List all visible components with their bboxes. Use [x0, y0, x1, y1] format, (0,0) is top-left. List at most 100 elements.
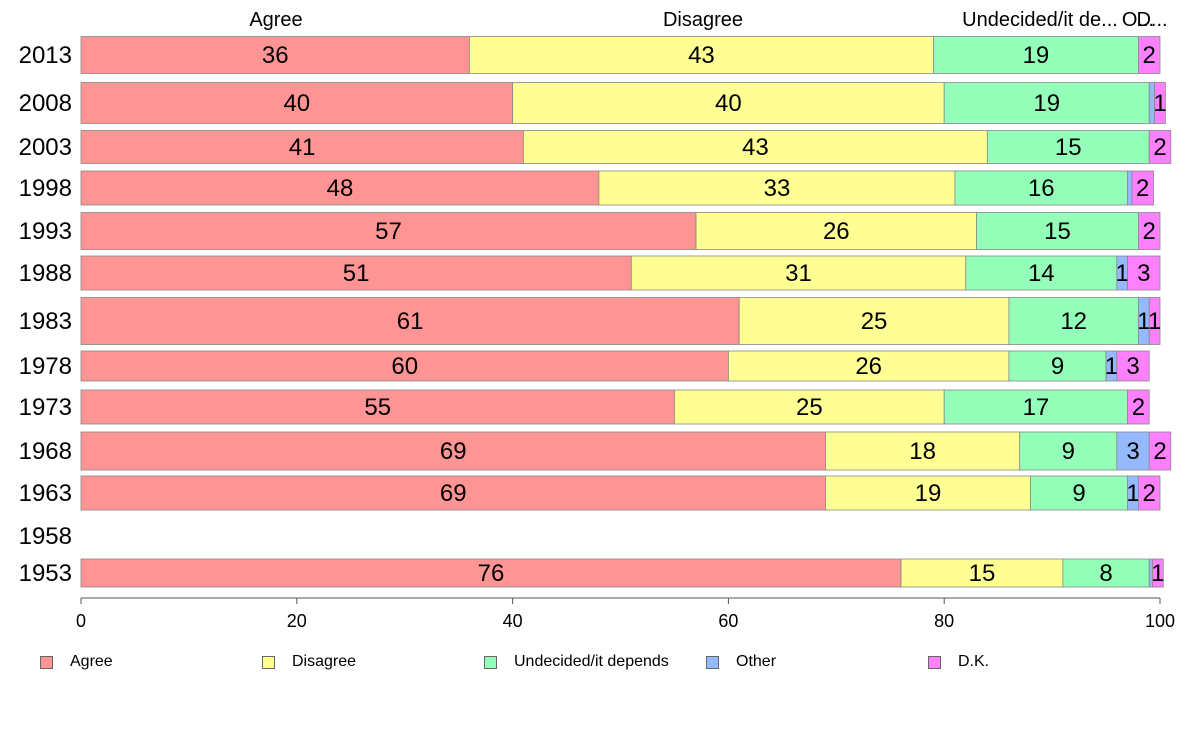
- data-label-1968-other: 3: [1126, 438, 1139, 465]
- legend-item-disagree: Disagree: [262, 650, 356, 674]
- bar-1988-disagree: [630, 255, 967, 291]
- data-label-2013-d-k: 2: [1143, 42, 1156, 69]
- year-label-1998: 1998: [19, 175, 72, 202]
- data-label-1983-d-k: 1: [1148, 308, 1161, 335]
- bar-1973-undecided-it-depends: [943, 389, 1129, 425]
- data-label-1988-other: 1: [1116, 260, 1129, 287]
- data-label-1973-disagree: 25: [796, 394, 823, 421]
- bar-1953-agree: [80, 558, 902, 588]
- bar-1953-disagree: [900, 558, 1064, 588]
- data-label-2013-agree: 36: [262, 42, 289, 69]
- bar-1983-undecided-it-depends: [1008, 297, 1139, 345]
- x-tick-label-60: 60: [718, 611, 738, 631]
- data-label-1978-other: 1: [1105, 353, 1118, 380]
- data-label-1993-agree: 57: [375, 218, 402, 245]
- x-tick-label-20: 20: [287, 611, 307, 631]
- bar-1983-agree: [80, 297, 740, 345]
- data-label-2008-disagree: 40: [715, 90, 742, 117]
- data-label-1983-agree: 61: [397, 308, 424, 335]
- bar-1973-d-k: [1127, 389, 1150, 425]
- bar-1973-agree: [80, 389, 675, 425]
- data-label-1993-undecided-it-depends: 15: [1044, 218, 1071, 245]
- data-label-1978-agree: 60: [391, 353, 418, 380]
- data-label-1983-undecided-it-depends: 12: [1060, 308, 1087, 335]
- data-label-1968-undecided-it-depends: 9: [1062, 438, 1075, 465]
- year-label-2003: 2003: [19, 134, 72, 161]
- legend-label-disagree: Disagree: [292, 653, 357, 670]
- bar-1998-undecided-it-depends: [954, 170, 1129, 206]
- bar-1983-disagree: [738, 297, 1010, 345]
- year-label-1953: 1953: [19, 560, 72, 587]
- year-label-1963: 1963: [19, 480, 72, 507]
- data-label-1963-agree: 69: [440, 480, 467, 507]
- data-label-1973-undecided-it-depends: 17: [1023, 394, 1050, 421]
- year-label-1988: 1988: [19, 260, 72, 287]
- year-label-1978: 1978: [19, 353, 72, 380]
- data-label-1978-d-k: 3: [1126, 353, 1139, 380]
- bar-1988-d-k: [1127, 255, 1161, 291]
- bar-1968-undecided-it-depends: [1019, 431, 1118, 471]
- top-label-0: Agree: [249, 9, 302, 31]
- data-label-2008-agree: 40: [283, 90, 310, 117]
- data-label-2008-d-k: 1: [1153, 90, 1166, 117]
- data-label-1968-agree: 69: [440, 438, 467, 465]
- year-label-1968: 1968: [19, 438, 72, 465]
- bar-1973-disagree: [674, 389, 945, 425]
- bar-1978-d-k: [1116, 350, 1150, 382]
- year-label-1983: 1983: [19, 308, 72, 335]
- year-label-2008: 2008: [19, 90, 72, 117]
- bar-1968-disagree: [825, 431, 1021, 471]
- data-label-1988-undecided-it-depends: 14: [1028, 260, 1055, 287]
- bar-2008-disagree: [512, 82, 945, 124]
- data-label-1973-agree: 55: [364, 394, 391, 421]
- legend-label-agree: Agree: [70, 653, 113, 670]
- data-label-2008-undecided-it-depends: 19: [1033, 90, 1060, 117]
- bar-1993-d-k: [1138, 212, 1161, 250]
- data-label-1953-undecided-it-depends: 8: [1099, 560, 1112, 587]
- data-label-1968-d-k: 2: [1153, 438, 1166, 465]
- data-label-1988-d-k: 3: [1137, 260, 1150, 287]
- data-label-1953-agree: 76: [478, 560, 505, 587]
- top-label-2: Undecided/it de...: [962, 9, 1118, 31]
- bar-2003-agree: [80, 130, 524, 164]
- data-label-2003-agree: 41: [289, 134, 316, 161]
- data-label-2013-undecided-it-depends: 19: [1023, 42, 1050, 69]
- legend-item-agree: Agree: [40, 650, 113, 674]
- data-label-1973-d-k: 2: [1132, 394, 1145, 421]
- bar-1998-d-k: [1131, 170, 1154, 206]
- data-label-1993-disagree: 26: [823, 218, 850, 245]
- top-label-1: Disagree: [663, 9, 743, 31]
- bar-1968-agree: [80, 431, 826, 471]
- x-tick-label-0: 0: [76, 611, 86, 631]
- data-label-1963-disagree: 19: [915, 480, 942, 507]
- bar-1998-agree: [80, 170, 600, 206]
- year-label-1958: 1958: [19, 523, 72, 550]
- data-label-1998-disagree: 33: [764, 175, 791, 202]
- bar-1998-other: [1127, 170, 1133, 206]
- data-label-1963-other: 1: [1126, 480, 1139, 507]
- bar-2003-undecided-it-depends: [986, 130, 1150, 164]
- bar-2008-undecided-it-depends: [943, 82, 1150, 124]
- bar-1993-undecided-it-depends: [976, 212, 1139, 250]
- bar-1983-d-k: [1148, 297, 1161, 345]
- data-label-2003-undecided-it-depends: 15: [1055, 134, 1082, 161]
- legend-swatch-disagree: [262, 655, 275, 669]
- year-label-1973: 1973: [19, 394, 72, 421]
- data-label-1963-undecided-it-depends: 9: [1072, 480, 1085, 507]
- bar-1988-undecided-it-depends: [965, 255, 1118, 291]
- legend-item-dk: D.K.: [928, 650, 989, 674]
- bar-1953-undecided-it-depends: [1062, 558, 1150, 588]
- bar-1998-disagree: [598, 170, 956, 206]
- legend-label-other: Other: [736, 653, 777, 670]
- data-label-2003-disagree: 43: [742, 134, 769, 161]
- legend-label-dk: D.K.: [958, 653, 990, 670]
- data-label-1978-disagree: 26: [855, 353, 882, 380]
- bar-1953-d-k: [1152, 558, 1164, 588]
- year-label-2013: 2013: [19, 42, 72, 69]
- data-label-1998-d-k: 2: [1136, 175, 1149, 202]
- data-label-1968-disagree: 18: [909, 438, 936, 465]
- legend-swatch-other: [706, 655, 719, 669]
- bar-1963-d-k: [1138, 475, 1161, 511]
- legend-swatch-undecided: [484, 655, 497, 669]
- top-label-4: D...: [1136, 9, 1167, 31]
